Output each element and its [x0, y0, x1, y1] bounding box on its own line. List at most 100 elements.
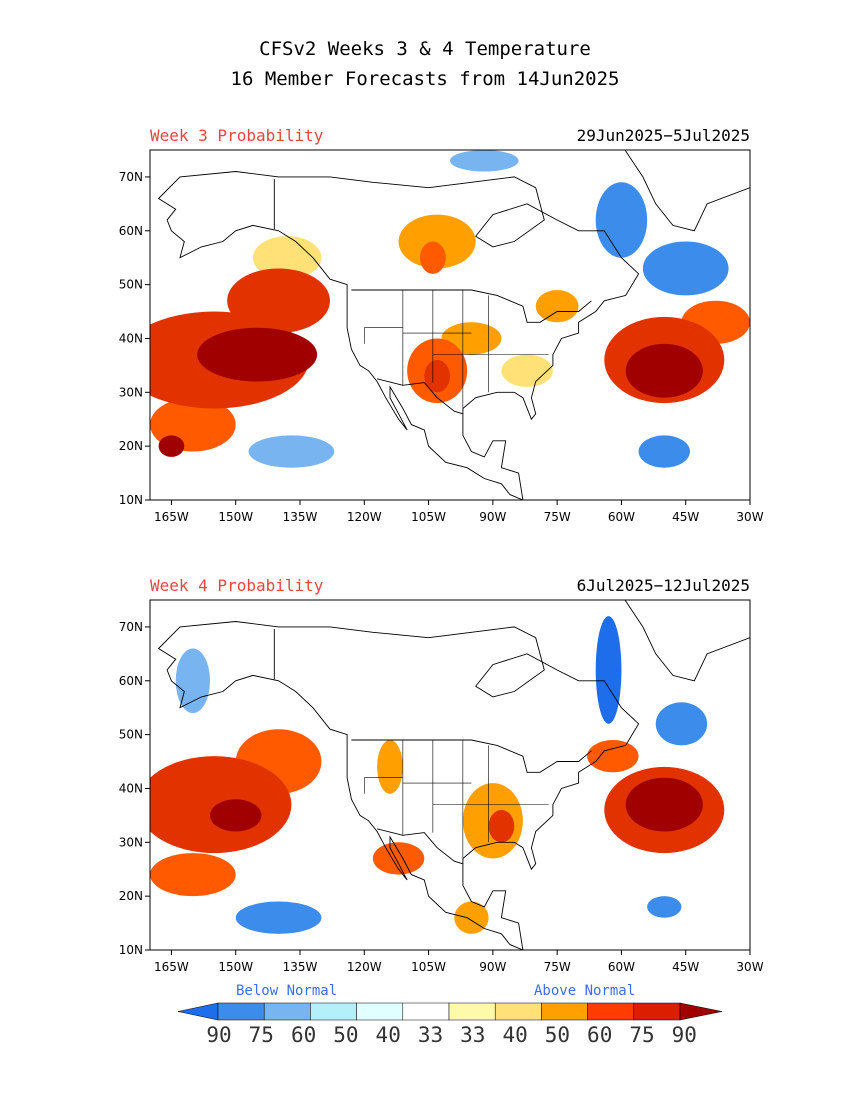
legend-arrow-left — [177, 1002, 219, 1021]
probability-contour — [424, 360, 450, 393]
lon-tick-label: 120W — [347, 960, 382, 974]
coastline-greenland — [624, 600, 750, 682]
lon-tick-label: 30W — [736, 510, 763, 524]
legend-swatch — [310, 1002, 357, 1021]
lat-tick-label: 40N — [119, 781, 143, 795]
lon-tick-label: 135W — [283, 960, 318, 974]
legend-arrow-right — [679, 1002, 723, 1021]
lat-tick-label: 20N — [119, 889, 143, 903]
lon-tick-label: 150W — [218, 960, 253, 974]
legend-number: 33 — [418, 1023, 443, 1047]
lon-tick-label: 30W — [736, 960, 763, 974]
probability-contour — [535, 290, 579, 323]
week3-date-range: 29Jun2025−5Jul2025 — [576, 126, 750, 145]
lon-tick-label: 45W — [672, 510, 699, 524]
legend-number: 33 — [460, 1023, 485, 1047]
lon-tick-label: 45W — [672, 960, 699, 974]
map-frame — [149, 599, 751, 951]
lat-tick-label: 50N — [119, 728, 143, 742]
probability-contour — [197, 327, 318, 382]
lon-tick-label: 120W — [347, 510, 382, 524]
lon-tick-label: 75W — [544, 960, 571, 974]
lon-tick-label: 135W — [283, 510, 318, 524]
map-frame — [149, 149, 751, 501]
lon-tick-label: 165W — [154, 510, 189, 524]
probability-contour — [210, 799, 262, 832]
legend-swatch — [633, 1002, 681, 1021]
legend-colorbar: 90 75 60 50 40 33 33 40 50 60 75 90 — [177, 1002, 723, 1047]
probability-contour — [488, 810, 515, 843]
legend-number: 40 — [502, 1023, 527, 1047]
legend-number: 50 — [545, 1023, 570, 1047]
legend-swatch — [356, 1002, 404, 1021]
legend-swatch — [448, 1002, 496, 1021]
lat-tick-label: 30N — [119, 835, 143, 849]
legend-below-normal: Below Normal — [236, 983, 338, 999]
probability-contour — [235, 901, 322, 934]
legend-number: 90 — [672, 1023, 697, 1047]
lat-tick-label: 60N — [119, 674, 143, 688]
probability-contour — [625, 777, 703, 832]
legend-number: 90 — [206, 1023, 231, 1047]
probability-contour — [150, 756, 292, 854]
probability-contour — [501, 354, 553, 387]
legend-number: 60 — [587, 1023, 612, 1047]
border-us-mexico — [376, 378, 464, 415]
legend-swatch — [494, 1002, 542, 1021]
legend-number: 40 — [376, 1023, 401, 1047]
lat-tick-label: 70N — [119, 620, 143, 634]
border-us-canada — [351, 289, 592, 323]
lat-tick-label: 20N — [119, 439, 143, 453]
legend-number: 60 — [291, 1023, 316, 1047]
border-us-mexico — [376, 828, 464, 865]
legend-swatch — [217, 1002, 265, 1021]
probability-shading — [150, 150, 750, 500]
lat-tick-label: 10N — [119, 493, 143, 507]
coastline-north-america — [157, 621, 640, 950]
week4-label: Week 4 Probability — [150, 576, 324, 595]
probability-shading — [150, 600, 750, 950]
coastline-greenland — [624, 150, 750, 232]
lon-tick-label: 165W — [154, 960, 189, 974]
coastline-north-america — [157, 171, 640, 500]
probability-contour — [372, 842, 425, 875]
lon-tick-label: 105W — [411, 510, 446, 524]
probability-contour — [595, 182, 648, 258]
probability-contour — [647, 896, 682, 918]
probability-contour — [642, 241, 729, 296]
lon-tick-label: 60W — [608, 960, 635, 974]
lon-tick-label: 150W — [218, 510, 253, 524]
probability-contour — [248, 435, 335, 468]
lat-tick-label: 50N — [119, 278, 143, 292]
lat-tick-label: 40N — [119, 331, 143, 345]
legend-swatch — [541, 1002, 588, 1021]
legend-number: 75 — [249, 1023, 274, 1047]
lat-tick-label: 10N — [119, 943, 143, 957]
lon-tick-label: 105W — [411, 960, 446, 974]
legend-number: 75 — [629, 1023, 654, 1047]
chart-title-line2: 16 Member Forecasts from 14Jun2025 — [230, 68, 620, 90]
lat-tick-label: 30N — [119, 385, 143, 399]
lon-tick-label: 60W — [608, 510, 635, 524]
legend-above-normal: Above Normal — [534, 983, 636, 999]
probability-contour — [150, 853, 236, 897]
map-panel-week3: 165W 150W 135W 120W 105W 90W 75W 60W 45W 30W 70N 60… — [119, 149, 764, 524]
lon-tick-label: 75W — [544, 510, 571, 524]
legend-swatch — [263, 1002, 311, 1021]
lat-tick-label: 60N — [119, 224, 143, 238]
probability-contour — [158, 435, 185, 457]
legend-swatch — [402, 1002, 450, 1021]
probability-contour — [638, 435, 690, 468]
legend-swatch — [587, 1002, 635, 1021]
border-us-canada — [351, 739, 592, 773]
probability-contour — [398, 214, 476, 269]
week4-date-range: 6Jul2025−12Jul2025 — [576, 576, 750, 595]
map-panel-week4: 165W 150W 135W 120W 105W 90W 75W 60W 45W 30W 70N 60… — [119, 599, 764, 974]
probability-contour — [625, 343, 703, 398]
probability-contour — [252, 236, 322, 280]
probability-contour — [377, 740, 403, 794]
probability-contour — [587, 740, 639, 773]
legend-number: 50 — [333, 1023, 358, 1047]
lon-tick-label: 90W — [479, 510, 506, 524]
